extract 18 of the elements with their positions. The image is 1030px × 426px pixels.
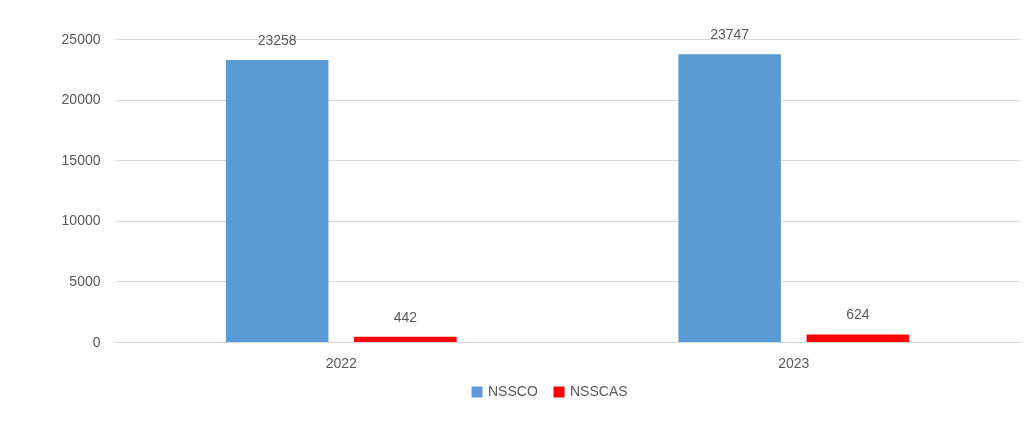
y-tick-label: 15000	[61, 151, 101, 168]
data-label: 624	[846, 306, 870, 323]
bar	[806, 334, 910, 342]
y-tick-label: 0	[92, 333, 101, 350]
legend-label: NSSCAS	[570, 383, 628, 399]
y-tick-label: 10000	[61, 212, 101, 229]
x-tick-label: 2023	[778, 354, 810, 371]
y-tick-label: 20000	[61, 91, 101, 108]
legend-label: NSSCO	[488, 383, 538, 399]
bar	[225, 60, 329, 342]
data-label: 23747	[710, 26, 750, 43]
data-label: 23258	[257, 32, 297, 49]
y-tick-label: 5000	[69, 272, 101, 289]
bar	[678, 54, 781, 342]
y-tick-label: 25000	[61, 30, 101, 47]
bar	[354, 336, 457, 342]
x-tick-label: 2022	[325, 354, 358, 371]
data-label: 442	[393, 308, 418, 325]
